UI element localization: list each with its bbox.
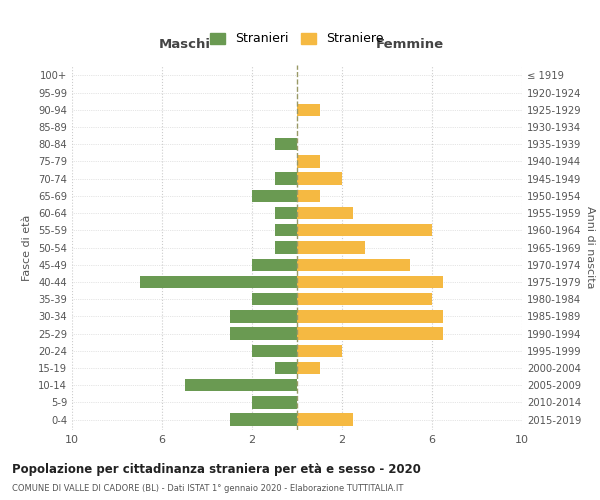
Bar — [252, 293, 297, 306]
Y-axis label: Anni di nascita: Anni di nascita — [586, 206, 595, 289]
Bar — [275, 362, 297, 374]
Bar — [297, 224, 432, 236]
Bar — [275, 172, 297, 185]
Bar — [297, 190, 320, 202]
Bar — [297, 310, 443, 322]
Bar — [252, 190, 297, 202]
Bar — [229, 414, 297, 426]
Text: Femmine: Femmine — [376, 38, 443, 51]
Bar — [297, 328, 443, 340]
Bar — [297, 414, 353, 426]
Bar — [252, 396, 297, 408]
Bar — [297, 258, 409, 271]
Bar — [297, 242, 365, 254]
Bar — [297, 362, 320, 374]
Bar — [297, 276, 443, 288]
Bar — [297, 172, 342, 185]
Bar — [252, 344, 297, 357]
Text: COMUNE DI VALLE DI CADORE (BL) - Dati ISTAT 1° gennaio 2020 - Elaborazione TUTTI: COMUNE DI VALLE DI CADORE (BL) - Dati IS… — [12, 484, 403, 493]
Bar — [297, 207, 353, 220]
Bar — [297, 293, 432, 306]
Bar — [275, 242, 297, 254]
Bar — [275, 138, 297, 150]
Text: Popolazione per cittadinanza straniera per età e sesso - 2020: Popolazione per cittadinanza straniera p… — [12, 462, 421, 475]
Text: Maschi: Maschi — [158, 38, 211, 51]
Y-axis label: Fasce di età: Fasce di età — [22, 214, 32, 280]
Bar — [275, 207, 297, 220]
Bar — [185, 379, 297, 392]
Bar — [252, 258, 297, 271]
Bar — [275, 224, 297, 236]
Bar — [229, 328, 297, 340]
Bar — [297, 104, 320, 116]
Bar — [297, 344, 342, 357]
Bar — [139, 276, 297, 288]
Bar — [297, 155, 320, 168]
Legend: Stranieri, Straniere: Stranieri, Straniere — [205, 28, 389, 50]
Bar — [229, 310, 297, 322]
